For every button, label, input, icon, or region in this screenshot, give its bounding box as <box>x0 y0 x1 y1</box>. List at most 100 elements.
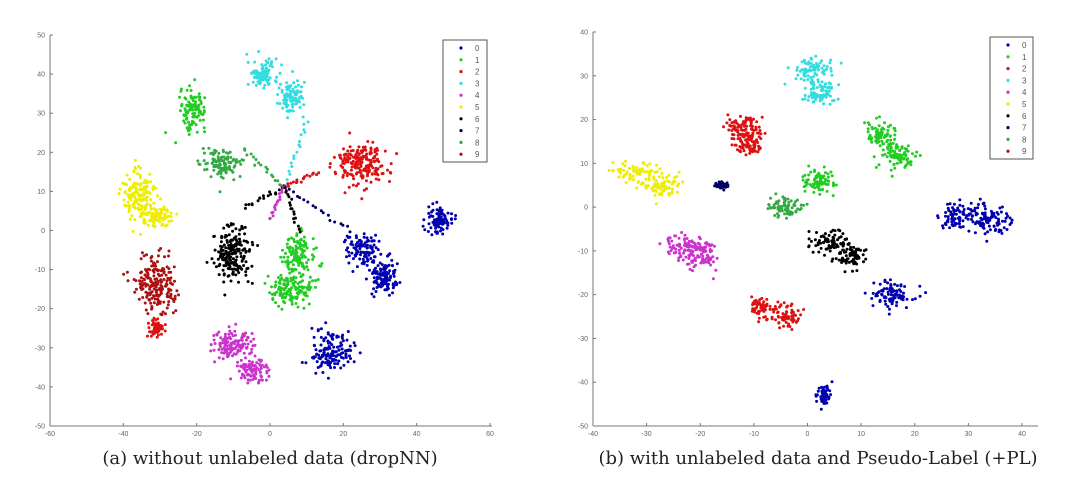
data-point-class-7 <box>298 196 302 200</box>
data-point-class-9 <box>139 257 143 261</box>
data-point-class-4 <box>230 348 234 352</box>
data-point-class-3 <box>297 100 301 104</box>
data-point-class-9 <box>171 297 175 301</box>
data-point-class-0 <box>437 225 441 229</box>
data-point-class-9 <box>133 290 137 294</box>
data-point-class-1 <box>826 172 830 176</box>
data-point-class-0 <box>821 391 824 394</box>
data-point-class-0 <box>324 357 328 361</box>
data-point-class-6 <box>269 192 273 196</box>
data-point-class-0 <box>961 225 965 229</box>
data-point-class-6 <box>238 228 242 232</box>
data-point-class-9 <box>162 278 166 281</box>
data-point-class-0 <box>331 332 335 336</box>
data-point-class-6 <box>819 241 823 245</box>
data-point-class-2 <box>741 146 745 150</box>
data-point-class-0 <box>449 217 453 221</box>
data-point-class-3 <box>824 82 828 86</box>
data-point-class-0 <box>824 389 828 393</box>
data-point-class-4 <box>683 233 687 237</box>
data-point-class-0 <box>355 249 359 252</box>
data-point-class-5 <box>133 158 137 162</box>
data-point-class-4 <box>683 237 687 241</box>
data-point-class-0 <box>312 343 316 347</box>
data-point-class-6 <box>224 264 228 267</box>
data-point-class-0 <box>385 276 388 280</box>
data-point-class-5 <box>148 203 152 207</box>
data-point-class-6 <box>231 222 235 226</box>
data-point-class-2 <box>757 125 761 129</box>
data-point-class-4 <box>691 250 695 253</box>
data-point-class-3 <box>824 89 828 93</box>
data-point-class-2 <box>754 125 758 129</box>
data-point-class-9 <box>171 311 175 315</box>
data-point-class-2 <box>725 121 729 125</box>
data-point-class-3 <box>813 72 817 75</box>
data-point-class-3 <box>817 68 821 72</box>
data-point-class-8 <box>224 171 228 175</box>
data-point-class-6 <box>227 246 231 250</box>
data-point-class-3 <box>822 64 826 68</box>
data-point-class-1 <box>890 174 894 178</box>
data-point-class-5 <box>646 170 650 174</box>
data-point-class-1 <box>278 293 282 297</box>
data-point-class-6 <box>220 234 224 238</box>
data-point-class-1 <box>273 293 277 297</box>
data-point-class-3 <box>293 97 296 101</box>
data-point-class-3 <box>822 72 826 76</box>
data-point-class-4 <box>238 343 242 347</box>
data-point-class-4 <box>252 337 256 341</box>
data-point-class-1 <box>877 124 881 128</box>
data-point-class-1 <box>179 89 183 93</box>
data-point-class-5 <box>661 176 665 180</box>
legend-box <box>442 39 488 163</box>
data-point-class-0 <box>830 380 834 384</box>
data-point-class-8 <box>767 203 771 207</box>
data-point-class-1 <box>184 97 188 101</box>
data-point-class-0 <box>372 287 376 291</box>
data-point-class-2 <box>756 303 759 307</box>
data-point-class-5 <box>133 205 136 209</box>
data-point-class-9 <box>167 249 171 253</box>
data-point-class-4 <box>229 377 233 381</box>
data-point-class-3 <box>264 59 268 63</box>
data-point-class-0 <box>369 236 373 240</box>
data-point-class-1 <box>882 135 886 139</box>
data-point-class-8 <box>773 214 777 217</box>
data-point-class-0 <box>381 283 385 287</box>
data-point-class-0 <box>347 250 351 254</box>
data-point-class-9 <box>126 279 130 283</box>
data-point-class-1 <box>803 173 807 177</box>
data-point-class-1 <box>822 165 826 169</box>
data-point-class-3 <box>827 89 831 93</box>
data-point-class-6 <box>219 254 222 258</box>
x-tick-label: 10 <box>857 431 865 438</box>
data-point-class-1 <box>281 248 284 252</box>
data-point-class-2 <box>146 334 149 338</box>
data-point-class-2 <box>366 172 370 176</box>
data-point-class-2 <box>342 153 346 157</box>
data-point-class-5 <box>152 207 156 211</box>
data-point-class-7 <box>287 187 291 191</box>
data-point-class-6 <box>817 250 821 254</box>
data-point-class-2 <box>286 184 290 188</box>
data-point-class-2 <box>778 305 782 309</box>
data-point-class-4 <box>259 364 263 368</box>
data-point-class-7 <box>311 204 315 208</box>
data-point-class-2 <box>751 131 755 135</box>
data-point-class-6 <box>228 265 232 268</box>
data-point-class-2 <box>350 165 354 169</box>
data-point-class-3 <box>820 89 824 93</box>
data-point-class-1 <box>278 282 282 285</box>
data-point-class-1 <box>194 100 198 104</box>
data-point-class-1 <box>824 182 828 186</box>
data-point-class-2 <box>315 173 318 177</box>
data-point-class-4 <box>696 241 700 245</box>
data-point-class-5 <box>154 214 158 218</box>
data-point-class-0 <box>348 344 352 348</box>
data-point-class-8 <box>221 159 225 163</box>
data-point-class-6 <box>234 251 238 255</box>
data-point-class-6 <box>288 203 292 207</box>
data-point-class-9 <box>167 254 170 258</box>
data-point-class-1 <box>893 133 897 137</box>
